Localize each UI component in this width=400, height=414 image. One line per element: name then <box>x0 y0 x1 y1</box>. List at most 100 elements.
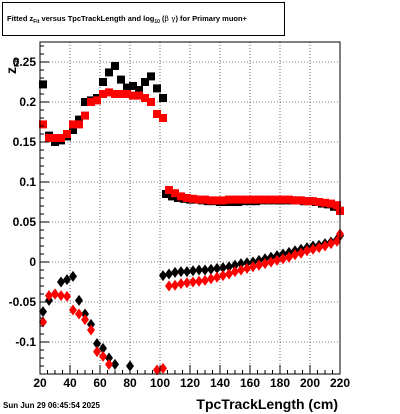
square-marker <box>303 197 311 206</box>
diamond-marker <box>201 264 209 276</box>
diamond-marker <box>189 265 197 277</box>
diamond-marker <box>177 278 185 290</box>
diamond-marker <box>243 262 251 274</box>
diamond-marker <box>213 262 221 274</box>
square-marker <box>183 194 191 202</box>
title-gamma: γ <box>170 14 176 23</box>
square-marker <box>201 195 209 204</box>
diamond-marker <box>87 324 95 336</box>
diamond-marker <box>63 274 71 286</box>
square-marker <box>69 120 77 129</box>
diamond-marker <box>45 290 53 302</box>
square-marker <box>123 90 131 98</box>
square-marker <box>219 196 227 205</box>
x-tick-label: 40 <box>63 376 77 390</box>
diamond-marker <box>237 264 245 276</box>
x-tick-label: 160 <box>240 376 260 390</box>
timestamp: Sun Jun 29 06:45:54 2025 <box>3 401 100 410</box>
y-axis-label: zFit <box>3 58 21 74</box>
square-marker <box>291 196 299 205</box>
x-tick-label: 60 <box>93 376 107 390</box>
y-tick-label: 0.2 <box>19 95 36 109</box>
square-marker <box>165 186 173 194</box>
diamond-marker <box>39 306 47 318</box>
data-markers <box>39 62 344 376</box>
square-marker <box>111 62 119 70</box>
square-marker <box>147 98 155 106</box>
x-tick-label: 120 <box>180 376 200 390</box>
title-box: Fitted zFit versus TpcTrackLength and lo… <box>2 2 285 36</box>
square-marker <box>75 120 83 129</box>
square-marker <box>213 196 221 205</box>
y-tick-label: 0.15 <box>13 135 37 149</box>
diamond-marker <box>57 290 65 302</box>
square-marker <box>57 134 65 142</box>
diamond-marker <box>183 277 191 289</box>
diamond-marker <box>153 364 161 376</box>
y-tick-label: -0.05 <box>9 295 37 309</box>
square-marker <box>255 195 263 204</box>
diamond-marker <box>201 274 209 286</box>
diamond-marker <box>327 238 335 250</box>
x-tick-label: 200 <box>300 376 320 390</box>
square-marker <box>117 90 125 98</box>
diamond-marker <box>105 358 113 370</box>
square-marker <box>261 195 269 204</box>
square-marker <box>147 72 155 81</box>
axis-ticks: 20 40 60 80 100 120 140 160 180 200 220 -0.1 -0.05 0 0… <box>9 45 350 390</box>
diamond-marker <box>195 275 203 287</box>
square-marker <box>105 68 113 77</box>
diamond-marker <box>171 279 179 291</box>
square-marker <box>99 90 107 98</box>
diamond-marker <box>267 256 275 268</box>
square-marker <box>111 90 119 98</box>
square-marker <box>93 96 101 105</box>
diamond-marker <box>303 245 311 257</box>
square-marker <box>237 195 245 204</box>
diamond-marker <box>81 314 89 326</box>
title-middle: versus TpcTrackLength and log <box>39 14 155 23</box>
square-marker <box>225 195 233 204</box>
diamond-marker <box>261 258 269 270</box>
square-marker <box>99 78 107 86</box>
diamond-marker <box>177 266 185 278</box>
title-log-subscript: 10 <box>154 19 160 25</box>
square-marker <box>159 94 167 102</box>
diamond-marker <box>231 259 239 271</box>
diamond-marker <box>195 264 203 276</box>
square-marker <box>75 115 83 124</box>
square-marker <box>267 195 275 204</box>
square-marker <box>87 98 95 106</box>
title-z-subscript: Fit <box>33 19 40 25</box>
square-marker <box>159 114 167 122</box>
diamond-marker <box>225 268 233 280</box>
square-marker <box>51 134 59 142</box>
square-marker <box>117 75 125 84</box>
diamond-marker <box>309 243 317 255</box>
series-3 <box>39 230 344 372</box>
x-tick-label: 140 <box>210 376 230 390</box>
diamond-marker <box>39 316 47 328</box>
square-marker <box>141 94 149 102</box>
diamond-marker <box>51 288 59 300</box>
square-marker <box>129 82 137 90</box>
x-tick-label: 20 <box>33 376 47 390</box>
y-axis-label-main: z <box>3 67 19 74</box>
series-2 <box>39 88 344 215</box>
diamond-marker <box>183 266 191 278</box>
square-marker <box>243 195 251 204</box>
diamond-marker <box>213 271 221 283</box>
diamond-marker <box>297 247 305 259</box>
diamond-marker <box>189 276 197 288</box>
diamond-marker <box>99 342 107 354</box>
square-marker <box>321 198 329 207</box>
square-marker <box>279 195 287 204</box>
title-beta: β <box>164 14 169 23</box>
square-marker <box>81 111 89 120</box>
diamond-marker <box>291 249 299 261</box>
square-marker <box>63 130 71 138</box>
x-tick-label: 220 <box>330 376 350 390</box>
diamond-marker <box>333 235 341 247</box>
diamond-marker <box>171 266 179 278</box>
title-suffix: ) for Primary muon+ <box>175 14 247 23</box>
